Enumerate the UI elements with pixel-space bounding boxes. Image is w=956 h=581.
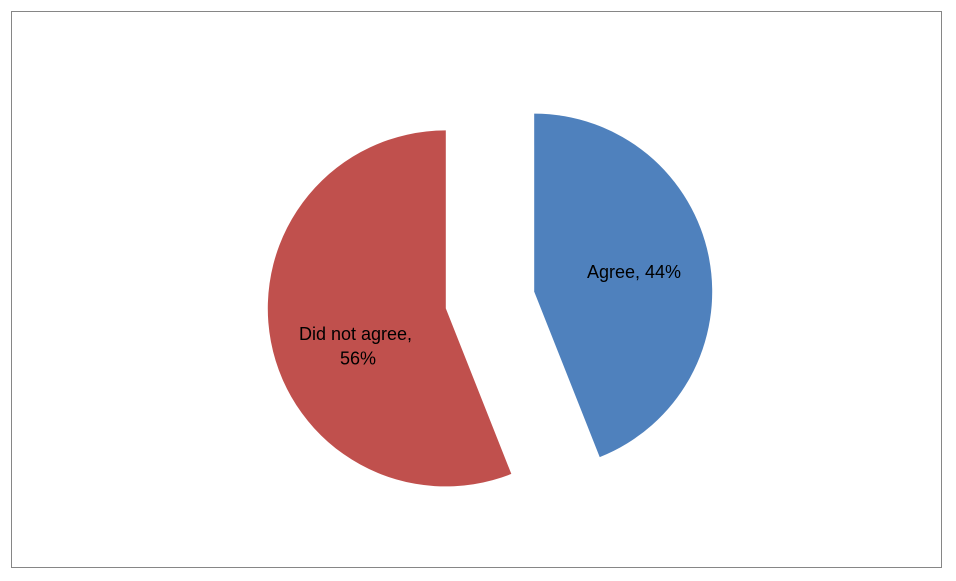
pie-labels: Agree, 44% Did not agree, 56% (299, 262, 681, 368)
pie-slices (267, 113, 713, 487)
pie-slice-agree (534, 113, 713, 458)
slice-label-did-not-agree-line2: 56% (340, 348, 376, 368)
slice-label-did-not-agree-line1: Did not agree, (299, 324, 412, 344)
pie-slice-did-not-agree (267, 130, 512, 487)
slice-label-agree: Agree, 44% (587, 262, 681, 282)
slice-label-did-not-agree: Did not agree, 56% (299, 324, 417, 368)
